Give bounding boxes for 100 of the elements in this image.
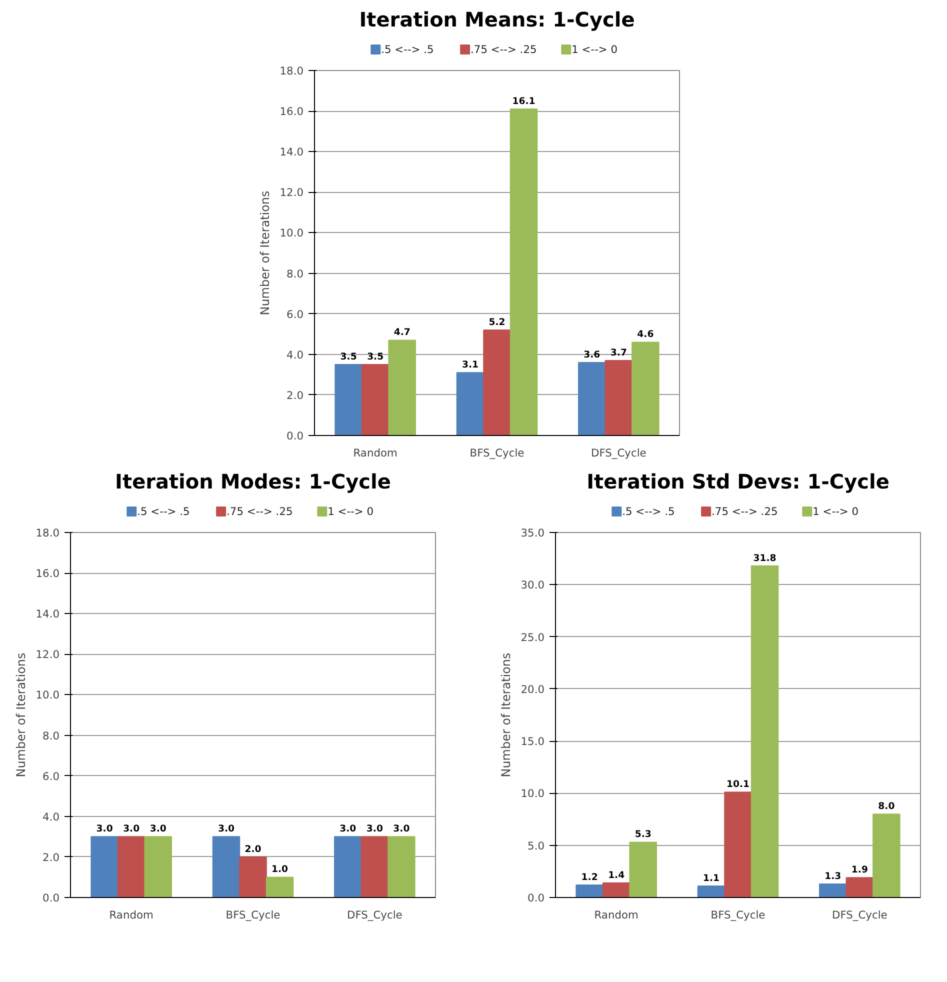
legend-label: .5 <--> .5 (381, 43, 434, 56)
y-tick-label: 0.0 (528, 892, 545, 904)
data-label: 4.7 (394, 327, 410, 338)
bar (629, 842, 657, 898)
data-label: 1.9 (851, 864, 868, 876)
data-label: 5.3 (634, 829, 652, 840)
data-label: 3.0 (150, 824, 167, 835)
bar (144, 836, 172, 898)
legend-label: .75 <--> .25 (226, 505, 293, 518)
legend-label: .75 <--> .25 (712, 505, 778, 518)
y-tick-label: 2.0 (42, 850, 60, 864)
y-tick-label: 12.0 (280, 186, 304, 200)
y-tick-label: 30.0 (520, 578, 545, 592)
bar (90, 836, 118, 898)
y-tick-label: 0.0 (286, 430, 304, 442)
legend-label: .75 <--> .25 (470, 43, 537, 56)
bar (819, 883, 847, 898)
bar (239, 856, 267, 898)
bar (361, 364, 390, 436)
y-tick-label: 35.0 (520, 526, 545, 540)
data-label: 5.2 (488, 317, 506, 328)
y-tick-label: 16.0 (280, 105, 304, 118)
bar (388, 836, 416, 898)
y-tick-label: 2.0 (286, 388, 304, 402)
x-tick-label: DFS_Cycle (590, 446, 646, 460)
y-tick-label: 10.0 (280, 226, 304, 240)
y-tick-label: 10.0 (520, 787, 545, 800)
y-tick-label: 14.0 (36, 608, 60, 621)
y-axis-title: Number of Iterations (258, 190, 272, 316)
y-tick-label: 0.0 (42, 892, 60, 904)
y-tick-label: 18.0 (280, 64, 304, 78)
data-label: 1.4 (608, 870, 626, 881)
bar (388, 340, 416, 436)
legend-label: 1 <--> 0 (572, 43, 618, 56)
y-tick-label: 4.0 (42, 810, 60, 824)
y-tick-label: 25.0 (520, 630, 545, 644)
data-label: 3.1 (462, 360, 478, 371)
y-tick-label: 4.0 (286, 348, 304, 362)
data-label: 2.0 (244, 844, 262, 855)
x-tick-label: BFS_Cycle (470, 446, 524, 460)
bar (750, 565, 779, 898)
data-label: 3.6 (584, 350, 600, 360)
legend-label: 1 <--> 0 (328, 505, 374, 518)
legend-label: .5 <--> .5 (622, 505, 675, 518)
bar (872, 814, 900, 898)
y-tick-label: 5.0 (528, 839, 545, 852)
bar (697, 886, 726, 898)
bar (578, 362, 606, 436)
data-label: 3.0 (96, 824, 114, 835)
data-label: 31.8 (753, 552, 776, 564)
data-label: 3.0 (393, 824, 410, 835)
x-tick-label: Random (594, 908, 638, 922)
legend-label: .5 <--> .5 (137, 505, 190, 518)
y-axis-title: Number of Iterations (498, 652, 513, 778)
data-label: 8.0 (878, 801, 896, 812)
y-tick-label: 18.0 (36, 526, 60, 540)
data-label: 10.1 (726, 779, 750, 790)
data-label: 1.2 (581, 872, 598, 883)
y-tick-label: 14.0 (280, 146, 304, 159)
data-label: 3.7 (610, 347, 627, 358)
y-tick-label: 12.0 (36, 648, 60, 662)
data-label: 1.0 (272, 864, 289, 876)
y-tick-label: 6.0 (42, 770, 60, 783)
bar (212, 836, 240, 898)
bar (266, 876, 294, 898)
data-label: 1.1 (702, 873, 720, 884)
bar (510, 108, 538, 436)
bar (360, 836, 389, 898)
bar (724, 792, 752, 898)
y-tick-label: 15.0 (520, 735, 545, 748)
x-tick-label: Random (109, 908, 154, 922)
y-tick-label: 16.0 (36, 567, 60, 580)
data-label: 3.5 (367, 352, 384, 363)
chart-title: Iteration Means: 1-Cycle (359, 8, 635, 32)
y-tick-label: 8.0 (286, 267, 304, 280)
bar (846, 877, 874, 898)
data-label: 3.0 (218, 824, 236, 835)
data-label: 3.0 (366, 824, 384, 835)
bar (117, 836, 146, 898)
y-tick-label: 10.0 (36, 688, 60, 702)
y-tick-label: 6.0 (286, 308, 304, 321)
x-tick-label: BFS_Cycle (710, 908, 766, 922)
bar (334, 364, 362, 436)
legend-label: 1 <--> 0 (812, 505, 859, 518)
y-tick-label: 20.0 (520, 682, 545, 696)
data-label: 3.5 (340, 352, 357, 363)
y-axis-title: Number of Iterations (14, 652, 28, 778)
data-label: 1.3 (824, 870, 842, 882)
bar (483, 330, 511, 436)
bar (576, 884, 604, 898)
bar (456, 372, 484, 436)
bar (632, 342, 660, 436)
data-label: 4.6 (637, 329, 654, 340)
x-tick-label: DFS_Cycle (832, 908, 888, 922)
x-tick-label: DFS_Cycle (346, 908, 402, 922)
x-tick-label: Random (353, 446, 398, 460)
x-tick-label: BFS_Cycle (226, 908, 280, 922)
bar (604, 360, 633, 436)
data-label: 16.1 (512, 96, 536, 108)
data-label: 3.0 (340, 824, 357, 835)
